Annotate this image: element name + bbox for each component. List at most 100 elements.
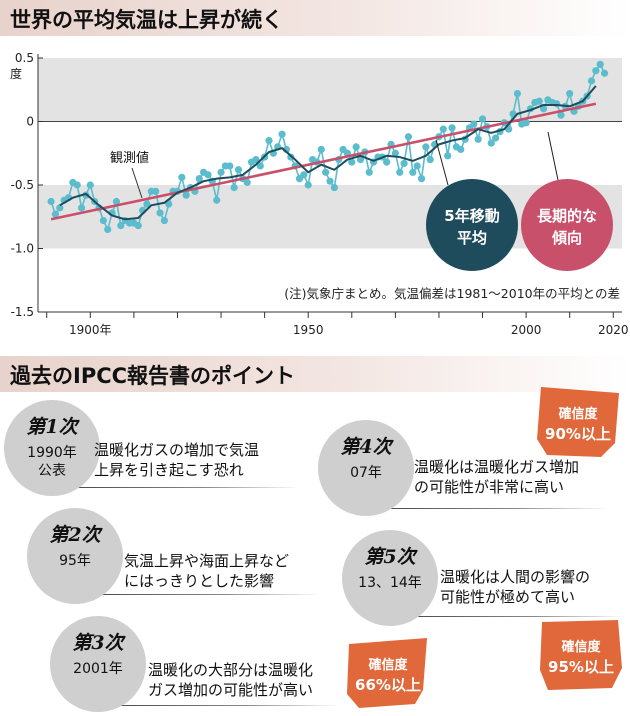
point-underline: [395, 616, 625, 617]
trend-leader-line: [547, 131, 559, 181]
point-2-circle: 第2次 95年: [27, 508, 123, 604]
observed-point: [152, 187, 160, 195]
observed-point: [143, 200, 151, 208]
observed-point: [252, 156, 260, 164]
observed-point: [356, 156, 365, 164]
trend-line: [50, 102, 597, 221]
observed-point: [226, 162, 234, 170]
badge-label: 確信度: [558, 407, 598, 422]
point-5-text: 温暖化は人間の影響の 可能性が極めて高い: [440, 568, 591, 606]
point-1-number: 第1次: [26, 416, 78, 438]
observed-point: [439, 125, 447, 133]
observed-leader-line: [131, 167, 143, 199]
observed-point: [587, 77, 596, 85]
observed-point: [326, 177, 334, 185]
point-5-circle: 第5次 13、14年: [342, 530, 438, 626]
point-4-circle: 第4次 07年: [318, 420, 414, 516]
observed-point: [492, 134, 500, 142]
observed-point: [265, 136, 273, 145]
trend-bubble: [521, 179, 613, 271]
section-title-bar: 過去のIPCC報告書のポイント: [0, 356, 630, 392]
moving-average-label: 5年移動: [444, 207, 499, 225]
y-tick-label: -1.0: [11, 242, 34, 256]
observed-point: [117, 222, 125, 230]
point-2-number: 第2次: [49, 524, 101, 546]
observed-label: 観測値: [110, 150, 149, 166]
y-tick-label: -0.5: [11, 178, 34, 192]
observed-point: [178, 173, 186, 181]
observed-point: [230, 183, 238, 192]
observed-point: [513, 89, 522, 98]
observed-point: [304, 181, 312, 189]
badge-shape-icon: [540, 620, 622, 690]
point-underline: [100, 705, 340, 706]
observed-point: [51, 210, 60, 218]
x-tick-label: 1950: [293, 323, 324, 337]
y-tick-label: -1.5: [11, 305, 34, 319]
y-unit-label: 度: [10, 66, 22, 81]
observed-point: [73, 181, 81, 189]
observed-point: [365, 168, 373, 176]
point-1-circle: 第1次 1990年 公表: [4, 400, 100, 496]
observed-point: [474, 135, 482, 143]
observed-point: [426, 156, 434, 164]
observed-point: [348, 158, 356, 166]
chart-title-bar: 世界の平均気温は上昇が続く: [0, 0, 630, 36]
badge-label: 確信度: [368, 658, 408, 673]
observed-point: [160, 216, 168, 225]
observed-point: [165, 200, 173, 208]
badge-value: 66%以上: [355, 676, 421, 694]
confidence-badge-95: 確信度 95%以上: [538, 618, 624, 692]
chart-title: 世界の平均気温は上昇が続く: [10, 8, 283, 32]
moving-average-bubble: [426, 179, 518, 271]
observed-point: [104, 225, 112, 234]
point-underline: [370, 508, 610, 509]
y-tick-label: 0.5: [15, 51, 34, 65]
y-tick-label: 0: [26, 115, 34, 129]
observed-point: [566, 89, 574, 98]
trend-label: 長期的な: [537, 207, 597, 225]
observed-point: [596, 60, 604, 68]
observed-point: [99, 216, 107, 225]
observed-point: [522, 119, 530, 127]
observed-point: [417, 175, 426, 183]
observed-point: [77, 204, 86, 212]
observed-point: [243, 178, 251, 187]
observed-point: [539, 105, 548, 113]
x-tick-label: 2000: [511, 323, 542, 337]
point-4-number: 第4次: [340, 436, 392, 458]
observed-point: [457, 145, 465, 154]
observed-point: [600, 69, 609, 77]
observed-point: [470, 120, 478, 128]
observed-point: [535, 97, 543, 105]
observed-point: [352, 143, 360, 151]
badge-shape-icon: [537, 387, 619, 457]
observed-point: [553, 100, 561, 108]
observed-point: [217, 168, 225, 176]
point-5-number: 第5次: [364, 546, 416, 568]
observed-point: [391, 149, 399, 157]
badge-value: 95%以上: [548, 658, 614, 676]
observed-point: [195, 175, 203, 183]
badge-value: 90%以上: [545, 425, 611, 443]
observed-point: [204, 171, 212, 179]
observed-point: [592, 67, 600, 75]
point-2-text: 気温上昇や海面上昇など にはっきりとした影響: [124, 552, 290, 590]
observed-point: [404, 133, 413, 141]
moving-average-leader-line: [435, 139, 449, 186]
observed-point: [422, 143, 430, 151]
observed-point: [322, 168, 330, 176]
observed-point: [300, 171, 308, 179]
observed-point: [557, 111, 565, 119]
point-4-year: 07年: [350, 465, 382, 481]
shaded-band: [38, 58, 622, 122]
confidence-badge-90: 確信度 90%以上: [535, 385, 621, 459]
chart-note: (注)気象庁まとめ。気温偏差は1981～2010年の平均との差: [284, 286, 620, 301]
observed-point: [487, 139, 495, 147]
point-underline: [60, 487, 300, 488]
observed-point: [112, 197, 121, 206]
point-2-year: 95年: [59, 553, 91, 569]
observed-point: [409, 168, 417, 176]
point-1-year: 1990年 公表: [27, 445, 77, 479]
observed-point: [413, 162, 421, 170]
